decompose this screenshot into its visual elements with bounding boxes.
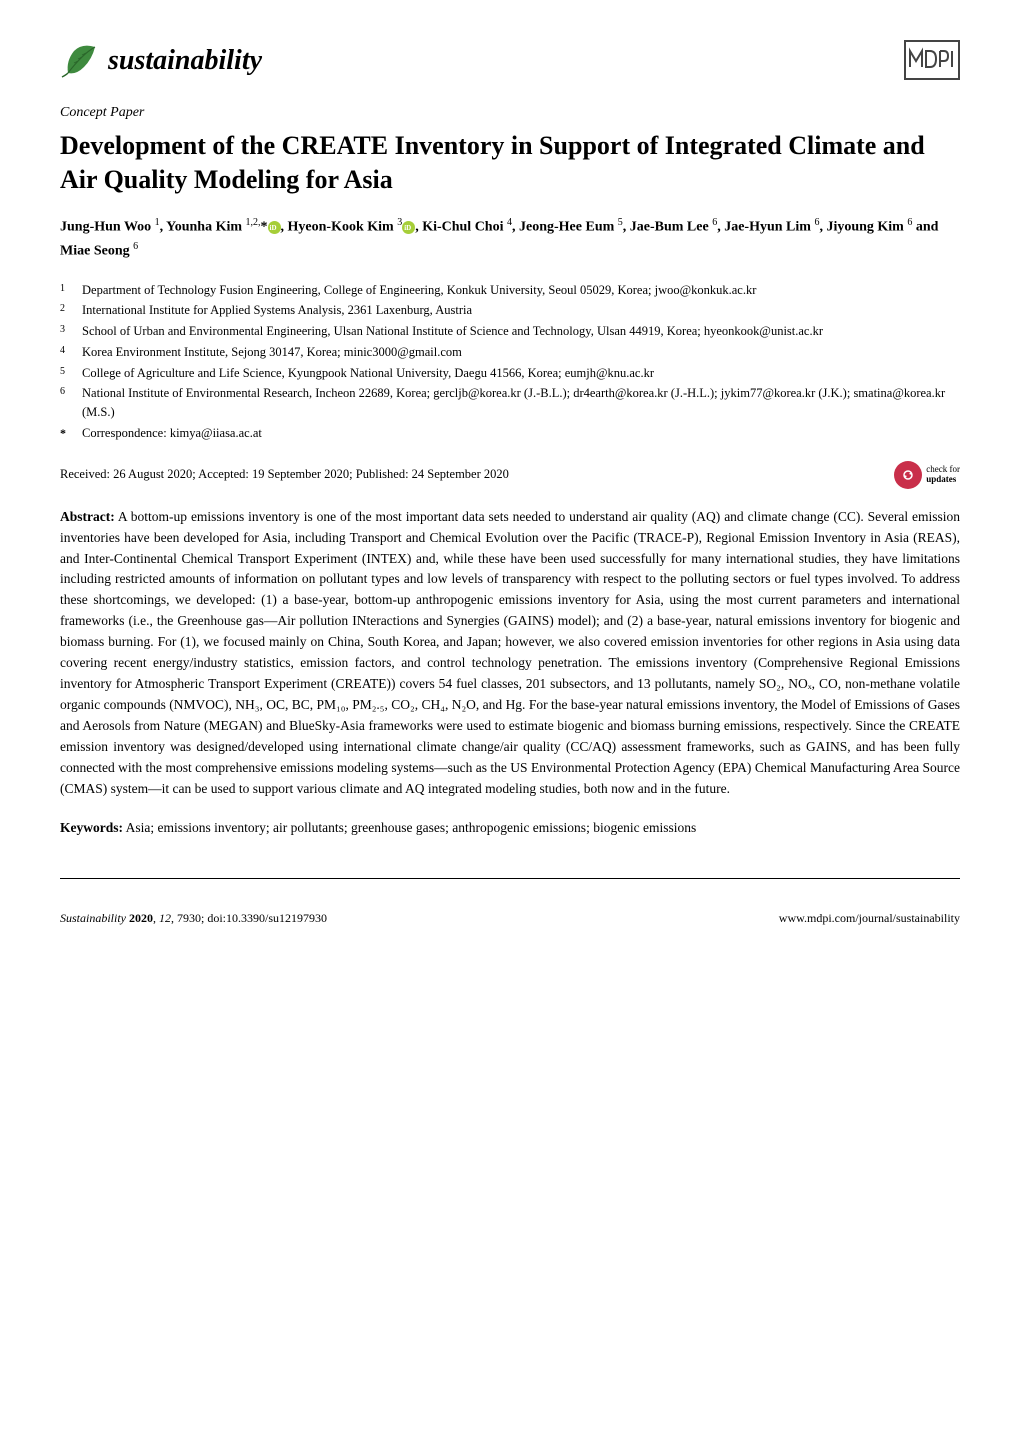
affiliation-number: 4 (60, 343, 82, 362)
affiliation-item: 5 College of Agriculture and Life Scienc… (82, 364, 960, 383)
footer-page: 7930 (177, 911, 201, 925)
keywords-label: Keywords: (60, 820, 123, 835)
footer-year: 2020 (129, 911, 153, 925)
author-name: Ki-Chul Choi (422, 219, 503, 234)
mdpi-logo (904, 40, 960, 80)
authors-list: Jung-Hun Woo 1, Younha Kim 1,2,*, Hyeon-… (60, 215, 960, 263)
footer-doi: doi:10.3390/su12197930 (207, 911, 327, 925)
affiliation-text: International Institute for Applied Syst… (82, 301, 960, 320)
author-sup: 6 (907, 217, 912, 228)
keywords-section: Keywords: Asia; emissions inventory; air… (60, 818, 960, 838)
orcid-icon (268, 221, 281, 234)
author-sup: 6 (814, 217, 819, 228)
affiliation-text: National Institute of Environmental Rese… (82, 384, 960, 422)
footer-volume: 12 (159, 911, 171, 925)
affiliations-list: 1 Department of Technology Fusion Engine… (60, 281, 960, 443)
affiliation-number: 5 (60, 364, 82, 383)
author-and: and (916, 219, 939, 234)
author-sup: 5 (618, 217, 623, 228)
author-sup: 4 (507, 217, 512, 228)
affiliation-number: 1 (60, 281, 82, 300)
affiliation-text: Correspondence: kimya@iiasa.ac.at (82, 424, 960, 443)
check-icon (894, 461, 922, 489)
publication-dates: Received: 26 August 2020; Accepted: 19 S… (60, 465, 509, 484)
check-updates-badge[interactable]: check for updates (894, 461, 960, 489)
affiliation-text: School of Urban and Environmental Engine… (82, 322, 960, 341)
affiliation-item: 2 International Institute for Applied Sy… (82, 301, 960, 320)
author-name: Jeong-Hee Eum (519, 219, 614, 234)
dates-row: Received: 26 August 2020; Accepted: 19 S… (60, 461, 960, 489)
check-updates-text: check for updates (926, 465, 960, 485)
abstract-label: Abstract: (60, 509, 115, 524)
affiliation-text: Korea Environment Institute, Sejong 3014… (82, 343, 960, 362)
paper-type: Concept Paper (60, 102, 960, 123)
affiliation-item: 1 Department of Technology Fusion Engine… (82, 281, 960, 300)
author-sup: 1,2, (246, 217, 261, 228)
affiliation-number: 6 (60, 384, 82, 422)
orcid-icon (402, 221, 415, 234)
author-name: Miae Seong (60, 243, 130, 258)
footer-url: www.mdpi.com/journal/sustainability (779, 909, 960, 927)
affiliation-text: Department of Technology Fusion Engineer… (82, 281, 960, 300)
author-name: Younha Kim (166, 219, 242, 234)
paper-title: Development of the CREATE Inventory in S… (60, 129, 960, 197)
affiliation-item: 4 Korea Environment Institute, Sejong 30… (82, 343, 960, 362)
leaf-icon (60, 41, 100, 81)
author-name: Jiyoung Kim (826, 219, 903, 234)
footer-journal: Sustainability (60, 911, 126, 925)
page-header: sustainability (60, 40, 960, 82)
author-name: Hyeon-Kook Kim (288, 219, 394, 234)
author-name: Jung-Hun Woo (60, 219, 151, 234)
author-sup: 6 (133, 241, 138, 252)
author-name: Jae-Bum Lee (630, 219, 709, 234)
affiliation-number: 3 (60, 322, 82, 341)
page-footer: Sustainability 2020, 12, 7930; doi:10.33… (60, 909, 960, 927)
author-name: Jae-Hyun Lim (724, 219, 811, 234)
abstract-section: Abstract: A bottom-up emissions inventor… (60, 507, 960, 800)
journal-name: sustainability (108, 40, 262, 82)
affiliation-number: 2 (60, 301, 82, 320)
affiliation-item: 3 School of Urban and Environmental Engi… (82, 322, 960, 341)
journal-logo: sustainability (60, 40, 262, 82)
footer-citation: Sustainability 2020, 12, 7930; doi:10.33… (60, 909, 327, 927)
abstract-text: A bottom-up emissions inventory is one o… (60, 509, 960, 796)
affiliation-item: * Correspondence: kimya@iiasa.ac.at (82, 424, 960, 443)
author-sup: 1 (155, 217, 160, 228)
keywords-text: Asia; emissions inventory; air pollutant… (126, 820, 697, 835)
affiliation-star: * (60, 424, 82, 443)
divider (60, 878, 960, 879)
affiliation-item: 6 National Institute of Environmental Re… (82, 384, 960, 422)
affiliation-text: College of Agriculture and Life Science,… (82, 364, 960, 383)
author-star: * (261, 219, 268, 234)
author-sup: 6 (712, 217, 717, 228)
check-line2: updates (926, 475, 960, 485)
